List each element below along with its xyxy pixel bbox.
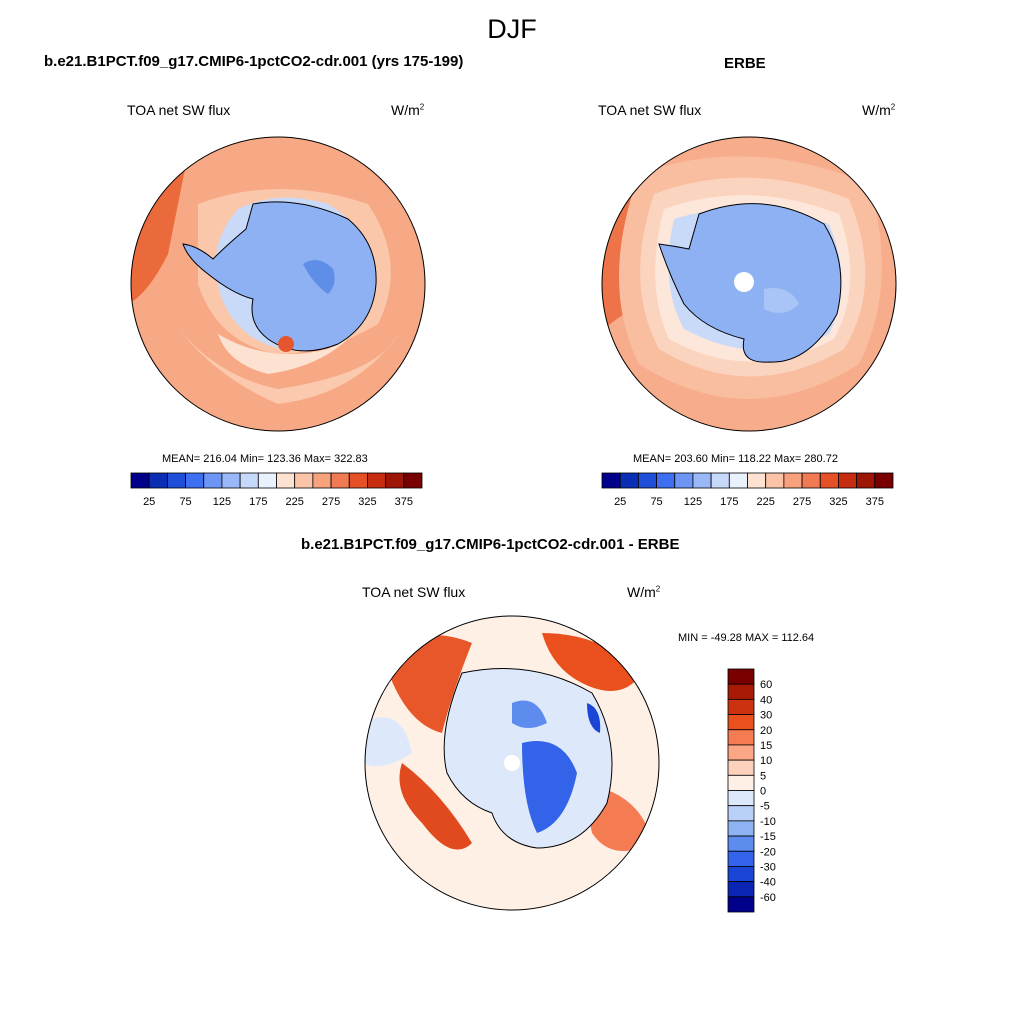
colorbar-box [221, 472, 241, 489]
panel-obs-title: ERBE [724, 55, 766, 72]
map-diff [364, 615, 660, 911]
colorbar-box [727, 835, 755, 852]
colorbar-box [637, 472, 657, 489]
colorbar-box [727, 790, 755, 807]
colorbar-tick-label: 225 [286, 496, 304, 508]
colorbar-box [674, 472, 694, 489]
colorbar-box [367, 472, 387, 489]
map-model [130, 136, 426, 432]
colorbar-box [619, 472, 639, 489]
colorbar-box [203, 472, 223, 489]
colorbar-tick-label: 325 [829, 496, 847, 508]
colorbar-box [692, 472, 712, 489]
colorbar-tick-label: 20 [760, 725, 772, 737]
colorbar-tick-label: 375 [395, 496, 413, 508]
colorbar-box [747, 472, 767, 489]
colorbar-tick-label: 25 [614, 496, 626, 508]
colorbar-tick-label: 275 [322, 496, 340, 508]
colorbar-box [727, 881, 755, 898]
colorbar-box [276, 472, 296, 489]
colorbar-tick-label: 25 [143, 496, 155, 508]
colorbar-box [656, 472, 676, 489]
colorbar-box [874, 472, 894, 489]
colorbar-box [838, 472, 858, 489]
colorbar-tick-label: 40 [760, 694, 772, 706]
colorbar-box [727, 714, 755, 731]
map-obs [601, 136, 897, 432]
colorbar-tick-label: 275 [793, 496, 811, 508]
colorbar-obs: 25 75 125 175 225 275 325 375 [601, 472, 894, 508]
panel-model-units: W/m2 [391, 102, 425, 118]
colorbar-box [601, 472, 621, 489]
colorbar-box [312, 472, 332, 489]
panel-model-title: b.e21.B1PCT.f09_g17.CMIP6-1pctCO2-cdr.00… [44, 53, 464, 70]
colorbar-box [148, 472, 168, 489]
colorbar-box [257, 472, 277, 489]
colorbar-box [727, 850, 755, 867]
colorbar-box [727, 820, 755, 837]
colorbar-box [727, 759, 755, 776]
panel-diff-units: W/m2 [627, 584, 661, 600]
colorbar-box [727, 896, 755, 913]
panel-model-variable-label: TOA net SW flux [127, 102, 231, 118]
colorbar-box [856, 472, 876, 489]
panel-model-stats: MEAN= 216.04 Min= 123.36 Max= 322.83 [162, 453, 368, 465]
colorbar-box [330, 472, 350, 489]
colorbar-box [294, 472, 314, 489]
colorbar-tick-label: 175 [720, 496, 738, 508]
colorbar-box [728, 472, 748, 489]
colorbar-box [727, 744, 755, 761]
colorbar-tick-label: 325 [358, 496, 376, 508]
colorbar-box [403, 472, 423, 489]
colorbar-tick-label: 125 [684, 496, 702, 508]
colorbar-box [783, 472, 803, 489]
colorbar-tick-label: 225 [757, 496, 775, 508]
colorbar-box [727, 668, 755, 685]
panel-obs-variable-label: TOA net SW flux [598, 102, 702, 118]
colorbar-box [727, 698, 755, 715]
colorbar-box [710, 472, 730, 489]
colorbar-tick-label: -60 [760, 892, 776, 904]
colorbar-box [166, 472, 186, 489]
colorbar-model: 25 75 125 175 225 275 325 375 [130, 472, 423, 508]
panel-obs-stats: MEAN= 203.60 Min= 118.22 Max= 280.72 [633, 453, 838, 465]
colorbar-tick-label: -20 [760, 846, 776, 858]
colorbar-tick-label: -40 [760, 877, 776, 889]
colorbar-box [185, 472, 205, 489]
colorbar-tick-label: -5 [760, 801, 770, 813]
colorbar-box [130, 472, 150, 489]
panel-diff-variable-label: TOA net SW flux [362, 584, 466, 600]
colorbar-box [819, 472, 839, 489]
colorbar-tick-label: 75 [179, 496, 191, 508]
colorbar-box [348, 472, 368, 489]
colorbar-tick-label: 60 [760, 679, 772, 691]
colorbar-box [385, 472, 405, 489]
figure-title: DJF [487, 14, 537, 44]
colorbar-tick-label: -30 [760, 861, 776, 873]
panel-obs-units: W/m2 [862, 102, 896, 118]
panel-diff-stats: MIN = -49.28 MAX = 112.64 [678, 632, 815, 644]
colorbar-box [727, 729, 755, 746]
colorbar-tick-label: 125 [213, 496, 231, 508]
colorbar-tick-label: 0 [760, 786, 766, 798]
colorbar-tick-label: 5 [760, 770, 766, 782]
colorbar-tick-label: 30 [760, 710, 772, 722]
colorbar-box [727, 866, 755, 883]
colorbar-box [727, 805, 755, 822]
colorbar-tick-label: 75 [650, 496, 662, 508]
colorbar-tick-label: 15 [760, 740, 772, 752]
colorbar-tick-label: 375 [866, 496, 884, 508]
colorbar-tick-label: 175 [249, 496, 267, 508]
colorbar-tick-label: -15 [760, 831, 776, 843]
colorbar-tick-label: -10 [760, 816, 776, 828]
panel-diff-title: b.e21.B1PCT.f09_g17.CMIP6-1pctCO2-cdr.00… [301, 536, 680, 553]
colorbar-box [727, 774, 755, 791]
colorbar-box [727, 683, 755, 700]
colorbar-box [239, 472, 259, 489]
colorbar-tick-label: 10 [760, 755, 772, 767]
colorbar-diff: 60 40 30 20 15 10 5 0 -5 -10 -15 -20 -30 -40 -60 [727, 668, 776, 913]
colorbar-box [765, 472, 785, 489]
colorbar-box [801, 472, 821, 489]
